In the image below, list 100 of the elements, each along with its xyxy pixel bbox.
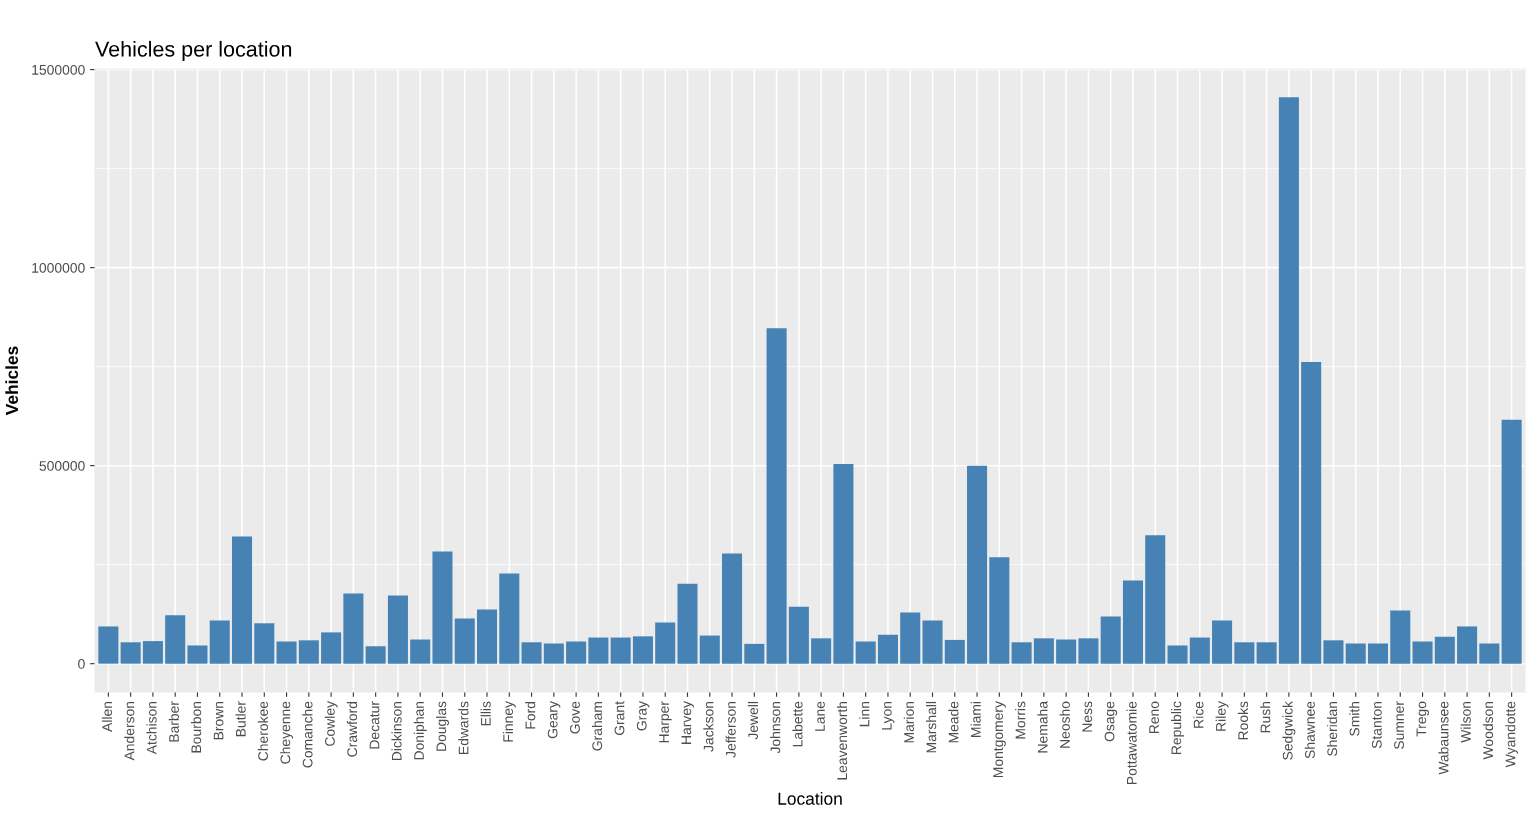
bar [1501,419,1522,664]
x-tick-label: Marion [903,701,914,743]
bar [543,643,564,664]
x-tick-label: Sumner [1394,701,1404,750]
bar [387,595,408,664]
x-tick-label: Rush [1260,701,1271,733]
x-tick-label: Osage [1104,701,1118,742]
bar [98,626,119,664]
x-tick-label: Comanche [302,701,313,768]
x-tick-label: Republic [1171,701,1184,754]
x-tick-label: Smith [1349,701,1360,736]
bar [877,634,898,664]
x-tick-label: Butler [235,701,246,737]
x-tick-label: Rice [1193,701,1204,728]
x-tick-label: Jackson [703,701,714,752]
x-tick-label: Dickinson [391,701,402,761]
bar [1434,636,1455,664]
x-tick-label: Graham [591,701,603,751]
bar [432,551,453,664]
bar [343,593,364,664]
x-tick-label: Montgomery [993,701,1006,778]
bar [254,623,275,664]
bar [855,641,876,664]
x-tick-label: Labette [792,701,803,747]
x-tick-label: Cheyenne [280,701,294,764]
bar [766,328,787,664]
x-tick-label: Ness [1082,701,1093,732]
bar [321,632,342,664]
x-tick-label: Marshall [926,701,937,753]
bar [722,553,743,664]
bar [1122,580,1143,664]
bar [788,606,809,664]
bar [1457,626,1478,664]
x-tick-label: Jewell [747,701,759,740]
bar [120,642,141,664]
x-tick-label: Linn [859,701,870,727]
y-axis-title: Vehicles [5,346,19,416]
bar [1100,616,1121,664]
y-tick-label: 1500000 [32,64,85,75]
bar [1323,640,1344,664]
x-tick-label: Riley [1215,701,1229,731]
x-tick-label: Cowley [324,701,338,746]
x-tick-label: Geary [547,701,561,739]
chart-title: Vehicles per location [95,40,292,61]
y-tick-label: 0 [78,659,85,669]
x-tick-label: Wyandotte [1505,701,1519,768]
x-tick-label: Douglas [436,701,449,751]
x-tick-label: Reno [1149,701,1159,734]
bar [655,622,676,664]
x-tick-label: Ellis [480,701,491,726]
x-tick-label: Decatur [369,701,380,749]
x-tick-label: Jefferson [725,701,736,758]
bar [699,635,720,664]
x-tick-label: Crawford [346,701,358,757]
x-tick-label: Edwards [458,701,469,754]
bar [231,536,253,664]
bar [944,639,965,664]
x-tick-label: Meade [948,701,959,743]
x-tick-label: Nemaha [1037,701,1048,753]
x-tick-label: Miami [970,701,981,737]
bar [967,465,988,664]
x-tick-label: Atchison [146,701,157,755]
bar [165,615,186,664]
x-tick-label: Cherokee [257,701,269,761]
bar [1301,361,1322,664]
bar [1479,643,1500,664]
bar [365,646,386,664]
x-tick-label: Anderson [124,701,135,761]
bar [1345,643,1366,664]
bar [1011,642,1032,664]
x-tick-label: Trego [1416,701,1430,737]
bar [1367,643,1389,664]
bar [1078,638,1099,664]
y-tick-label: 1000000 [32,262,85,273]
bar [588,637,609,664]
x-tick-label: Barber [168,701,179,742]
bar [989,557,1010,664]
x-tick-label: Woodson [1482,701,1494,760]
bar [1412,641,1433,664]
bar [499,573,520,664]
bar [209,620,230,664]
x-tick-label: Bourbon [190,701,202,753]
bar [1189,637,1210,664]
bar [454,618,475,664]
x-tick-label: Allen [101,701,113,732]
x-tick-label: Lane [815,701,825,731]
y-tick-label: 500000 [39,460,85,471]
bar [1390,610,1411,664]
x-tick-label: Sheridan [1326,701,1338,756]
bar [477,609,498,664]
x-tick-label: Neosho [1059,701,1070,748]
x-tick-label: Wilson [1460,701,1471,743]
bar [298,640,319,664]
x-axis-title: Location [778,792,842,805]
bar [521,642,542,664]
bar [1145,535,1166,664]
x-tick-label: Wabaunsee [1438,701,1449,775]
x-tick-label: Johnson [770,701,781,754]
x-tick-label: Gray [636,701,650,731]
x-tick-label: Sedgwick [1282,701,1296,760]
